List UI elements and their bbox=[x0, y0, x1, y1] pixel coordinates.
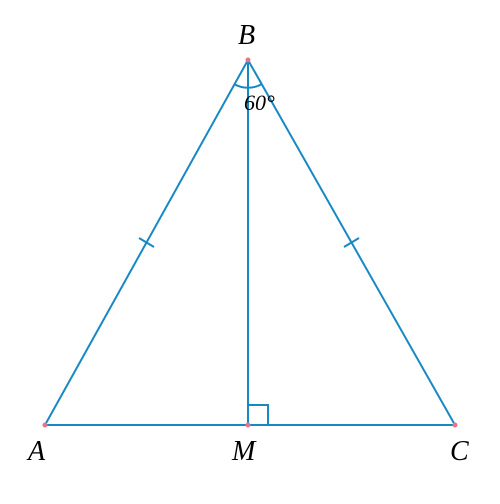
vertex-m-point bbox=[246, 423, 251, 428]
right-angle-marker bbox=[248, 405, 268, 425]
triangle-diagram bbox=[0, 0, 500, 504]
vertex-c-point bbox=[453, 423, 458, 428]
vertex-b-point bbox=[246, 58, 251, 63]
vertex-a-label: A bbox=[28, 436, 45, 468]
tick-ab bbox=[139, 238, 154, 247]
tick-bc bbox=[344, 238, 359, 247]
angle-b-label: 60° bbox=[244, 90, 275, 116]
vertex-b-label: B bbox=[238, 20, 255, 52]
vertex-a-point bbox=[43, 423, 48, 428]
vertex-c-label: C bbox=[450, 436, 469, 468]
vertex-m-label: M bbox=[232, 436, 255, 468]
